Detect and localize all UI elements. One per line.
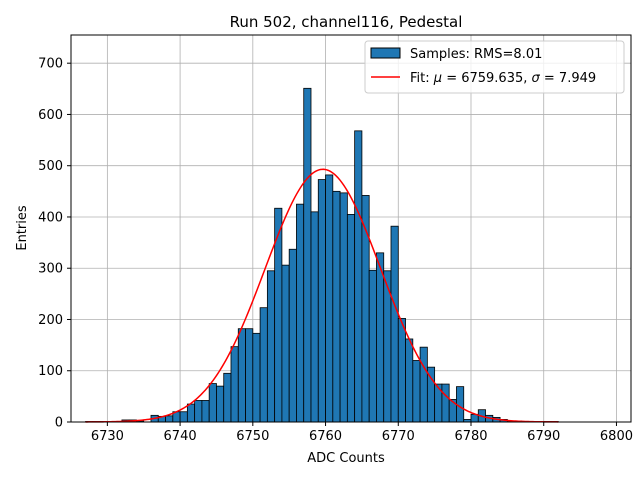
x-tick-label: 6760 bbox=[309, 429, 342, 444]
histogram-bar bbox=[208, 383, 217, 423]
y-axis-ticks: 0 100 200 300 400 500 600 700 bbox=[38, 57, 71, 431]
y-tick-label: 500 bbox=[38, 159, 63, 174]
histogram-bar bbox=[405, 338, 414, 423]
histogram-bar bbox=[296, 203, 305, 423]
legend-frame bbox=[364, 40, 625, 94]
y-tick-label: 300 bbox=[38, 262, 63, 277]
fit-curve bbox=[85, 168, 559, 423]
y-tick-label: 0 bbox=[55, 416, 63, 431]
histogram-bar bbox=[354, 130, 363, 423]
histogram-bar bbox=[390, 225, 399, 423]
y-tick-label: 200 bbox=[38, 313, 63, 328]
histogram-bar bbox=[397, 318, 406, 423]
histogram-bar bbox=[325, 174, 334, 423]
x-axis-label: ADC Counts bbox=[307, 451, 385, 466]
y-tick-label: 100 bbox=[38, 364, 63, 379]
y-axis-label: Entries bbox=[15, 205, 30, 251]
x-tick-label: 6790 bbox=[527, 429, 560, 444]
histogram-bar bbox=[223, 372, 232, 423]
legend: Samples: RMS=8.01 Fit: μ = 6759.635, σ =… bbox=[364, 40, 625, 94]
histogram-bar bbox=[419, 346, 428, 423]
histogram-bar bbox=[259, 307, 268, 423]
x-tick-label: 6800 bbox=[600, 429, 633, 444]
y-tick-label: 400 bbox=[38, 210, 63, 225]
histogram-bar bbox=[252, 332, 261, 423]
histogram-bar bbox=[310, 211, 319, 423]
histogram-bar bbox=[376, 252, 385, 423]
histogram-bar bbox=[412, 360, 421, 423]
histogram-bars bbox=[85, 87, 559, 423]
histogram-bar bbox=[281, 264, 290, 423]
y-tick-label: 600 bbox=[38, 108, 63, 123]
histogram-bar bbox=[237, 328, 246, 423]
chart-title: Run 502, channel116, Pedestal bbox=[230, 13, 463, 31]
x-axis-ticks: 6730 6740 6750 6760 6770 6780 6790 6800 bbox=[91, 422, 633, 444]
x-tick-label: 6750 bbox=[236, 429, 269, 444]
histogram-bar bbox=[317, 179, 326, 423]
histogram-bar bbox=[266, 270, 276, 423]
histogram-bar bbox=[332, 190, 341, 423]
histogram-bar bbox=[165, 415, 174, 423]
histogram-bar bbox=[186, 403, 196, 423]
histogram-bar bbox=[456, 386, 465, 423]
x-tick-label: 6780 bbox=[454, 429, 487, 444]
histogram-bar bbox=[441, 383, 450, 423]
histogram-bar bbox=[201, 400, 210, 423]
x-tick-label: 6770 bbox=[382, 429, 415, 444]
legend-samples-swatch bbox=[370, 47, 401, 59]
histogram-bar bbox=[346, 214, 356, 423]
histogram-bar bbox=[194, 400, 203, 423]
histogram-bar bbox=[339, 192, 348, 423]
histogram-bar bbox=[368, 269, 377, 423]
x-tick-label: 6730 bbox=[91, 429, 124, 444]
histogram-bar bbox=[179, 411, 188, 423]
histogram-bar bbox=[303, 87, 312, 423]
plot-frame bbox=[70, 34, 632, 423]
histogram-bar bbox=[288, 248, 297, 423]
histogram-bar bbox=[216, 385, 225, 423]
legend-fit-label: Fit: μ = 6759.635, σ = 7.949 bbox=[410, 71, 596, 86]
x-tick-label: 6740 bbox=[164, 429, 197, 444]
legend-samples-label: Samples: RMS=8.01 bbox=[410, 47, 542, 62]
histogram-bar bbox=[245, 328, 254, 423]
histogram-bar bbox=[230, 346, 239, 423]
y-tick-label: 700 bbox=[38, 57, 63, 72]
